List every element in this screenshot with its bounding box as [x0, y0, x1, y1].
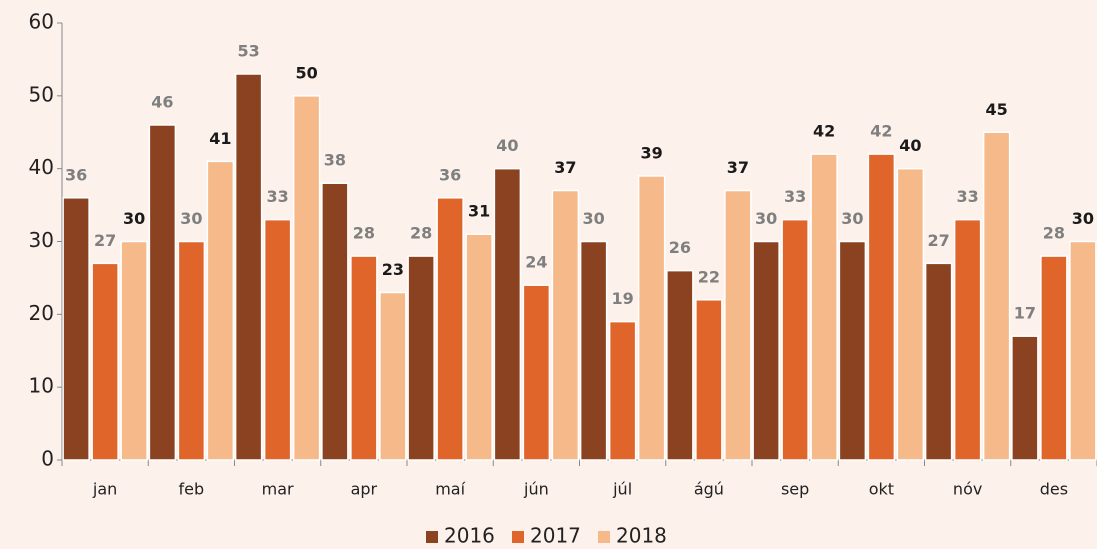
y-tick-label: 20 — [29, 301, 54, 325]
value-label: 31 — [468, 202, 490, 221]
legend-label: 2016 — [444, 524, 495, 548]
bar — [1040, 255, 1068, 461]
bar — [867, 153, 896, 461]
value-label: 30 — [755, 209, 777, 228]
value-label: 50 — [295, 63, 317, 82]
bar — [608, 320, 637, 461]
bar — [838, 240, 867, 461]
x-tick-label: mar — [262, 480, 294, 499]
value-label: 30 — [180, 209, 202, 228]
x-tick-label: sep — [781, 480, 809, 499]
bar — [465, 233, 493, 461]
x-tick-label: nóv — [953, 480, 982, 499]
bar — [62, 197, 90, 461]
legend-label: 2017 — [530, 524, 581, 548]
bar — [177, 240, 206, 461]
value-label: 37 — [554, 158, 576, 177]
legend-swatch — [598, 531, 610, 543]
value-label: 46 — [151, 92, 173, 111]
value-label: 33 — [784, 187, 806, 206]
x-tick-label: apr — [351, 480, 378, 499]
value-label: 40 — [899, 136, 921, 155]
value-label: 36 — [65, 165, 87, 184]
bar — [91, 262, 119, 461]
bar — [493, 167, 522, 461]
y-tick-label: 50 — [29, 82, 54, 106]
bar — [206, 160, 235, 461]
bar — [120, 240, 148, 461]
value-label: 26 — [669, 238, 691, 257]
bar — [666, 269, 694, 461]
bar — [292, 95, 321, 461]
legend-swatch — [512, 531, 524, 543]
value-label: 19 — [611, 289, 633, 308]
value-label: 28 — [1043, 224, 1065, 243]
value-label: 41 — [209, 129, 231, 148]
bar — [522, 284, 551, 461]
value-label: 28 — [410, 224, 432, 243]
x-tick-label: ágú — [694, 480, 724, 499]
value-label: 37 — [727, 158, 749, 177]
value-label: 30 — [1072, 209, 1094, 228]
bar — [924, 262, 953, 461]
y-tick-label: 0 — [41, 447, 54, 471]
value-label: 27 — [94, 231, 116, 250]
value-label: 42 — [813, 122, 835, 141]
x-tick-label: jún — [523, 480, 549, 499]
bar — [781, 218, 809, 461]
value-label: 23 — [382, 260, 404, 279]
bar — [982, 131, 1011, 461]
value-label: 39 — [640, 143, 662, 162]
value-label: 22 — [698, 267, 720, 286]
value-label: 53 — [237, 41, 259, 60]
bar — [148, 124, 177, 461]
bar — [896, 167, 925, 461]
bar — [379, 291, 407, 461]
x-tick-label: feb — [179, 480, 205, 499]
bar — [953, 218, 982, 461]
value-label: 42 — [870, 122, 892, 141]
value-label: 45 — [985, 100, 1007, 119]
y-tick-label: 60 — [29, 10, 54, 34]
value-label: 36 — [439, 165, 461, 184]
y-tick-label: 10 — [29, 374, 54, 398]
bar — [752, 240, 780, 461]
bar — [1011, 335, 1039, 461]
legend-label: 2018 — [616, 524, 667, 548]
y-tick-label: 40 — [29, 155, 54, 179]
value-label: 17 — [1014, 304, 1036, 323]
bar — [637, 175, 666, 461]
value-label: 28 — [353, 224, 375, 243]
x-tick-label: jan — [92, 480, 117, 499]
x-tick-label: des — [1040, 480, 1068, 499]
y-tick-label: 30 — [29, 228, 54, 252]
bar — [436, 197, 464, 461]
bar — [810, 153, 838, 461]
value-label: 30 — [582, 209, 604, 228]
value-label: 27 — [927, 231, 949, 250]
x-tick-label: júl — [612, 480, 632, 499]
value-label: 33 — [956, 187, 978, 206]
value-label: 33 — [266, 187, 288, 206]
bar — [579, 240, 608, 461]
bar — [321, 182, 349, 461]
value-label: 24 — [525, 253, 547, 272]
value-label: 30 — [123, 209, 145, 228]
bar — [1069, 240, 1097, 461]
value-label: 40 — [496, 136, 518, 155]
x-tick-label: okt — [869, 480, 894, 499]
bar — [263, 218, 292, 461]
value-label: 30 — [841, 209, 863, 228]
bar — [234, 73, 263, 461]
bar — [724, 189, 752, 461]
bar — [695, 299, 723, 461]
bar — [407, 255, 435, 461]
bar — [551, 189, 580, 461]
bar — [350, 255, 378, 461]
value-label: 38 — [324, 151, 346, 170]
legend-swatch — [426, 531, 438, 543]
x-tick-label: maí — [435, 480, 465, 499]
